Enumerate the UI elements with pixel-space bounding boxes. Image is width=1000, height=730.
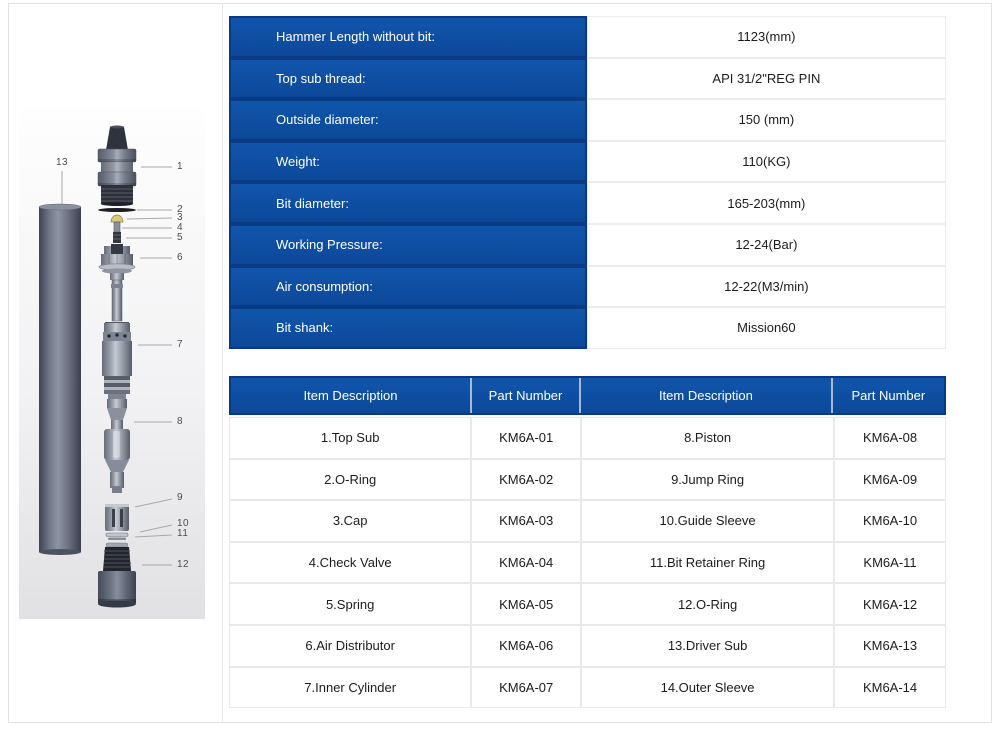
spec-value: API 31/2"REG PIN [586, 57, 946, 100]
part-label-6: 6 [177, 252, 184, 263]
leader-lines [61, 166, 173, 566]
item-description-cell: 1.Top Sub [229, 417, 472, 459]
diagram-panel: 13 1 2 3 4 5 6 7 8 9 10 11 12 [9, 4, 223, 722]
part-number-cell: KM6A-03 [471, 500, 582, 542]
part-number-cell: KM6A-01 [471, 417, 582, 459]
part-bit-retainer-ring [108, 537, 126, 540]
part-number-cell: KM6A-10 [834, 500, 946, 542]
part-cap [110, 214, 124, 223]
part-label-1: 1 [177, 161, 184, 172]
part-o-ring-top [98, 208, 136, 212]
part-top-sub [97, 125, 137, 206]
spec-value: 12-24(Bar) [586, 223, 946, 266]
part-number-cell: KM6A-14 [834, 666, 946, 709]
item-description-cell: 10.Guide Sleeve [581, 500, 835, 542]
spec-label: Bit shank: [229, 307, 587, 349]
item-description-cell: 4.Check Valve [229, 541, 472, 584]
column-header-item-description: Item Description [581, 378, 833, 413]
item-description-cell: 12.O-Ring [581, 583, 835, 625]
item-description-cell: 13.Driver Sub [581, 624, 835, 667]
item-description-cell: 8.Piston [581, 417, 835, 459]
part-number-cell: KM6A-06 [471, 624, 582, 667]
spec-value: 165-203(mm) [586, 182, 946, 224]
item-description-cell: 3.Cap [229, 500, 472, 542]
spec-label: Working Pressure: [229, 223, 587, 266]
spec-label: Air consumption: [229, 265, 587, 308]
item-description-cell: 5.Spring [229, 583, 472, 625]
spec-label: Top sub thread: [229, 57, 587, 100]
part-number-cell: KM6A-13 [834, 624, 946, 667]
item-description-cell: 7.Inner Cylinder [229, 666, 472, 709]
spec-row: Working Pressure: 12-24(Bar) [229, 223, 946, 266]
column-header-part-number: Part Number [832, 378, 944, 413]
spec-label: Hammer Length without bit: [229, 16, 587, 58]
spec-value: 110(KG) [586, 140, 946, 183]
spec-value: Mission60 [586, 307, 946, 349]
spec-row: Top sub thread: API 31/2"REG PIN [229, 57, 946, 100]
item-description-cell: 9.Jump Ring [581, 458, 835, 501]
part-number-cell: KM6A-04 [471, 541, 582, 584]
spec-row: Hammer Length without bit: 1123(mm) [229, 16, 946, 58]
part-number-cell: KM6A-12 [834, 583, 946, 625]
part-label-12: 12 [177, 559, 190, 570]
spec-label: Bit diameter: [229, 182, 587, 224]
spec-value: 12-22(M3/min) [586, 265, 946, 308]
item-description-cell: 11.Bit Retainer Ring [581, 541, 835, 584]
table-row: 2.O-Ring KM6A-02 9.Jump Ring KM6A-09 [229, 458, 946, 501]
spec-row: Bit diameter: 165-203(mm) [229, 182, 946, 224]
part-label-4: 4 [177, 222, 184, 233]
part-driver-sub [98, 542, 136, 608]
part-label-7: 7 [177, 339, 184, 350]
part-label-11: 11 [177, 528, 189, 539]
part-label-2: 2 [177, 204, 184, 215]
part-check-valve [113, 221, 121, 233]
part-outer-tube [38, 203, 82, 555]
spec-value: 150 (mm) [586, 99, 946, 141]
spec-row: Weight: 110(KG) [229, 140, 946, 183]
table-row: 7.Inner Cylinder KM6A-07 14.Outer Sleeve… [229, 666, 946, 709]
spec-label: Outside diameter: [229, 99, 587, 141]
column-header-item-description: Item Description [231, 378, 472, 413]
item-description-cell: 2.O-Ring [229, 458, 472, 501]
part-label-9: 9 [177, 492, 184, 503]
part-label-5: 5 [177, 232, 184, 243]
part-label-10: 10 [177, 518, 190, 529]
table-row: 5.Spring KM6A-05 12.O-Ring KM6A-12 [229, 583, 946, 625]
part-piston [104, 394, 130, 493]
spec-table: Hammer Length without bit: 1123(mm) Top … [229, 16, 946, 349]
part-guide-sleeve [105, 532, 129, 537]
table-row: 4.Check Valve KM6A-04 11.Bit Retainer Ri… [229, 541, 946, 584]
part-number-cell: KM6A-11 [834, 541, 946, 584]
part-number-cell: KM6A-07 [471, 666, 582, 709]
part-number-cell: KM6A-05 [471, 583, 582, 625]
parts-table: Item Description Part Number Item Descri… [229, 376, 946, 709]
spec-row: Outside diameter: 150 (mm) [229, 99, 946, 141]
part-number-cell: KM6A-08 [834, 417, 946, 459]
spec-value: 1123(mm) [586, 16, 946, 58]
hammer-exploded-diagram [19, 107, 205, 619]
spec-row: Air consumption: 12-22(M3/min) [229, 265, 946, 308]
table-row: 3.Cap KM6A-03 10.Guide Sleeve KM6A-10 [229, 500, 946, 542]
parts-table-header: Item Description Part Number Item Descri… [229, 376, 946, 415]
item-description-cell: 6.Air Distributor [229, 624, 472, 667]
spec-label: Weight: [229, 140, 587, 183]
part-label-8: 8 [177, 416, 184, 427]
part-jump-ring [105, 504, 129, 531]
part-inner-cylinder [102, 322, 132, 394]
table-row: 6.Air Distributor KM6A-06 13.Driver Sub … [229, 624, 946, 667]
part-spring [113, 232, 121, 243]
part-number-cell: KM6A-02 [471, 458, 582, 501]
table-row: 1.Top Sub KM6A-01 8.Piston KM6A-08 [229, 417, 946, 459]
spec-row: Bit shank: Mission60 [229, 307, 946, 349]
page-container: 13 1 2 3 4 5 6 7 8 9 10 11 12 Hammer Len… [8, 3, 992, 723]
item-description-cell: 14.Outer Sleeve [581, 666, 835, 709]
column-header-part-number: Part Number [471, 378, 582, 413]
part-air-distributor [98, 244, 136, 322]
part-number-cell: KM6A-09 [834, 458, 946, 501]
part-label-13: 13 [55, 157, 69, 168]
part-label-3: 3 [177, 212, 184, 223]
